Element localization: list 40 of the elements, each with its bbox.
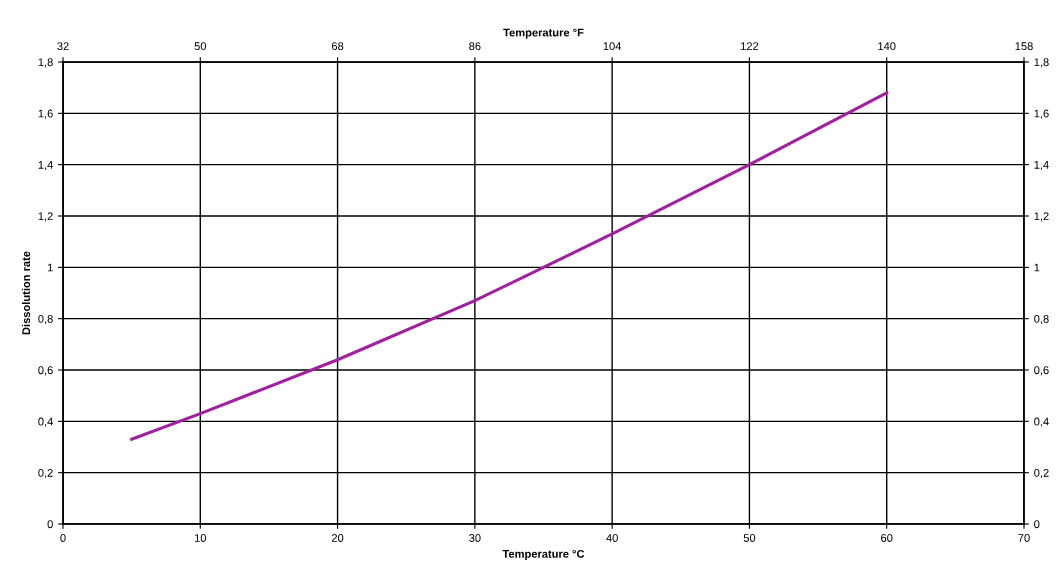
y2-tick-label: 0 <box>1034 520 1040 529</box>
x-tick-label: 50 <box>743 534 756 542</box>
y2-tick-label: 0,6 <box>1034 366 1049 376</box>
x2-tick-label: 104 <box>603 42 622 51</box>
line-series <box>130 91 889 441</box>
x-tick-label: 40 <box>606 534 618 542</box>
y-tick-label: 1,6 <box>38 109 53 119</box>
y-tick-label: 0,8 <box>38 314 53 325</box>
y2-tick-label: 0,8 <box>1034 314 1049 325</box>
x-tick-label: 20 <box>331 534 344 542</box>
y2-tick-label: 0,4 <box>1034 417 1049 427</box>
x2-tick-label: 122 <box>741 42 759 50</box>
y-tick-label: 1 <box>47 263 53 272</box>
x2-tick-label: 140 <box>878 42 896 51</box>
y2-tick-label: 0,2 <box>1034 468 1049 479</box>
x2-tick-label: 86 <box>469 42 481 51</box>
x2-tick-label: 68 <box>331 42 344 51</box>
y-tick-label: 0,4 <box>38 417 53 427</box>
y2-tick-label: 1,2 <box>1034 212 1049 222</box>
y-axis-title: Dissolution rate <box>21 251 31 335</box>
x-tick-label: 0 <box>60 534 66 542</box>
x-axis-title: Temperature °C <box>502 549 585 560</box>
y-tick-label: 0 <box>47 520 53 529</box>
y2-tick-label: 1 <box>1034 263 1040 272</box>
y2-tick-label: 1,4 <box>1034 161 1049 171</box>
y2-tick-label: 1,6 <box>1034 109 1049 119</box>
y-tick-label: 0,6 <box>38 366 53 376</box>
y-tick-label: 0,2 <box>38 468 53 479</box>
x-tick-label: 10 <box>194 534 207 542</box>
x-tick-label: 30 <box>469 534 481 542</box>
x-tick-label: 60 <box>881 534 893 542</box>
x-tick-label: 70 <box>1018 534 1030 542</box>
y-tick-label: 1,2 <box>38 212 53 222</box>
x2-tick-label: 158 <box>1015 42 1033 51</box>
x2-tick-label: 50 <box>194 42 207 51</box>
y2-tick-label: 1,8 <box>1034 58 1049 68</box>
y-tick-label: 1,8 <box>38 58 53 68</box>
x2-axis-title: Temperature °F <box>503 28 584 39</box>
x2-tick-label: 32 <box>57 42 69 51</box>
y-tick-label: 1,4 <box>38 161 53 171</box>
